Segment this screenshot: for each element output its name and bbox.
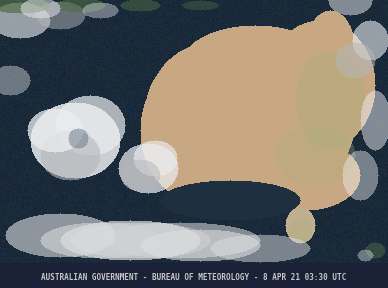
Text: AUSTRALIAN GOVERNMENT - BUREAU OF METEOROLOGY - 8 APR 21 03:30 UTC: AUSTRALIAN GOVERNMENT - BUREAU OF METEOR… [42, 273, 346, 282]
